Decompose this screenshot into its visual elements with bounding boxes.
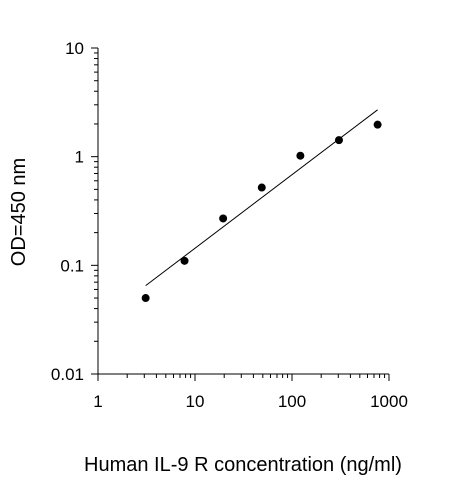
- y-tick-label: 1: [75, 148, 84, 167]
- x-tick-label: 10: [186, 392, 205, 411]
- data-points: [141, 120, 382, 303]
- axes: [97, 48, 389, 375]
- x-axis-label: Human IL-9 R concentration (ng/ml): [84, 454, 402, 476]
- data-point: [334, 136, 343, 145]
- y-tick-label: 0.1: [60, 256, 84, 275]
- data-point: [373, 120, 382, 129]
- data-point: [180, 256, 189, 265]
- y-axis-label: OD=450 nm: [8, 158, 30, 266]
- y-tick-label: 10: [65, 39, 84, 58]
- data-point: [257, 183, 266, 192]
- y-tick-label: 0.01: [51, 365, 84, 384]
- data-point: [219, 214, 228, 223]
- data-point: [141, 294, 150, 303]
- x-tick-label: 1: [93, 392, 102, 411]
- fit-line: [145, 109, 378, 287]
- x-tick-label: 100: [278, 392, 306, 411]
- x-tick-label: 1000: [370, 392, 408, 411]
- fit-line-group: [145, 109, 378, 287]
- ticks: 1 10 100 1000 0.01 0.1 1 10: [51, 39, 408, 411]
- data-point: [296, 151, 305, 160]
